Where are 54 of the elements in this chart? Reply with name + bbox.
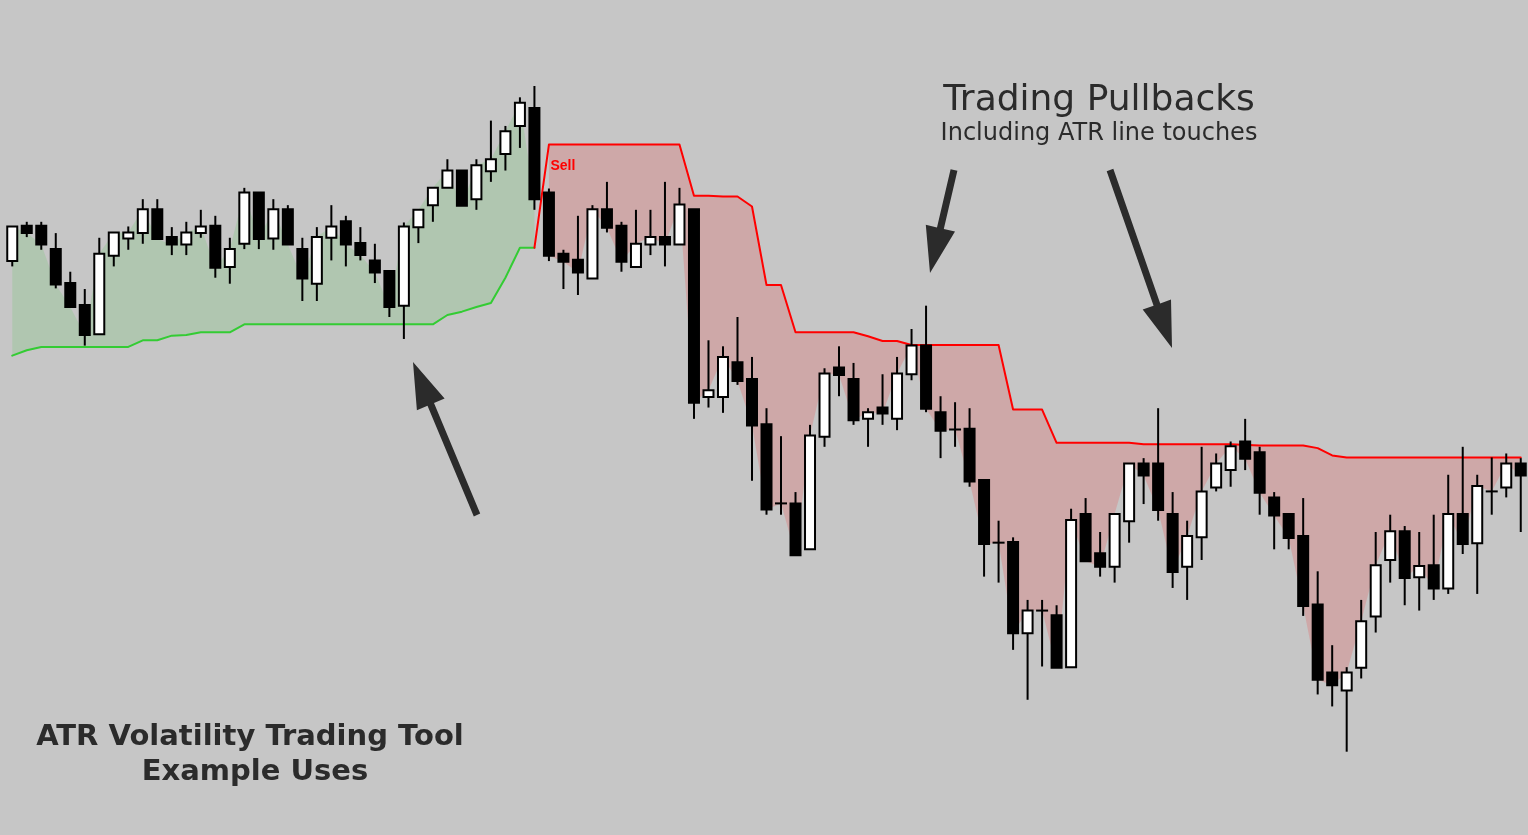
candlestick bbox=[876, 373, 889, 426]
candlestick bbox=[64, 270, 77, 309]
candlestick bbox=[1484, 456, 1499, 516]
candlestick bbox=[571, 214, 584, 297]
candlestick bbox=[731, 316, 744, 386]
candlestick bbox=[1500, 452, 1513, 499]
annotation: ATR Volatility Trading Tool Example Uses bbox=[36, 717, 474, 787]
candlestick bbox=[833, 345, 846, 398]
candlestick bbox=[774, 435, 788, 516]
candlestick bbox=[513, 96, 526, 149]
candlestick bbox=[368, 242, 381, 285]
chart-title: Trading Pullbacks bbox=[942, 76, 1255, 118]
candlestick bbox=[339, 214, 352, 268]
candlestick bbox=[1239, 417, 1252, 472]
candlestick bbox=[1224, 440, 1237, 488]
candlestick bbox=[1094, 531, 1107, 578]
candlestick bbox=[1210, 452, 1223, 493]
candlestick bbox=[194, 208, 207, 239]
candlestick bbox=[948, 401, 963, 448]
candlestick bbox=[1427, 513, 1440, 601]
candlestick bbox=[702, 339, 715, 409]
candlestick bbox=[484, 119, 497, 183]
candlestick bbox=[499, 124, 512, 172]
candlestick bbox=[1137, 457, 1150, 506]
candlestick bbox=[122, 225, 135, 251]
candlestick bbox=[658, 180, 671, 268]
candlestick bbox=[1282, 513, 1295, 551]
text: Including ATR line touches bbox=[940, 118, 1258, 146]
candlestick bbox=[1035, 598, 1050, 668]
candlestick bbox=[644, 208, 657, 257]
candlestick bbox=[600, 180, 613, 234]
candlestick bbox=[934, 395, 947, 460]
candlestick bbox=[354, 226, 367, 262]
candlestick bbox=[991, 519, 1006, 584]
candlestick bbox=[441, 158, 454, 189]
candlestick bbox=[136, 198, 149, 245]
candlestick bbox=[629, 208, 642, 269]
candlestick bbox=[1268, 491, 1281, 551]
candlestick bbox=[180, 220, 193, 257]
candlestick bbox=[107, 231, 120, 268]
candlestick bbox=[325, 204, 338, 262]
candlestick bbox=[1340, 666, 1353, 753]
candlestick bbox=[557, 248, 570, 291]
candlestick bbox=[223, 236, 236, 285]
candlestick bbox=[165, 226, 178, 257]
candlestick bbox=[412, 208, 425, 245]
candlestick bbox=[1021, 598, 1034, 701]
candlestick bbox=[1413, 531, 1426, 612]
annotation: Sell bbox=[550, 156, 576, 173]
candlestick bbox=[1514, 457, 1527, 534]
candlestick bbox=[1326, 644, 1339, 708]
candlestick bbox=[35, 220, 48, 251]
candlestick bbox=[426, 186, 439, 223]
candlestick bbox=[862, 407, 875, 448]
